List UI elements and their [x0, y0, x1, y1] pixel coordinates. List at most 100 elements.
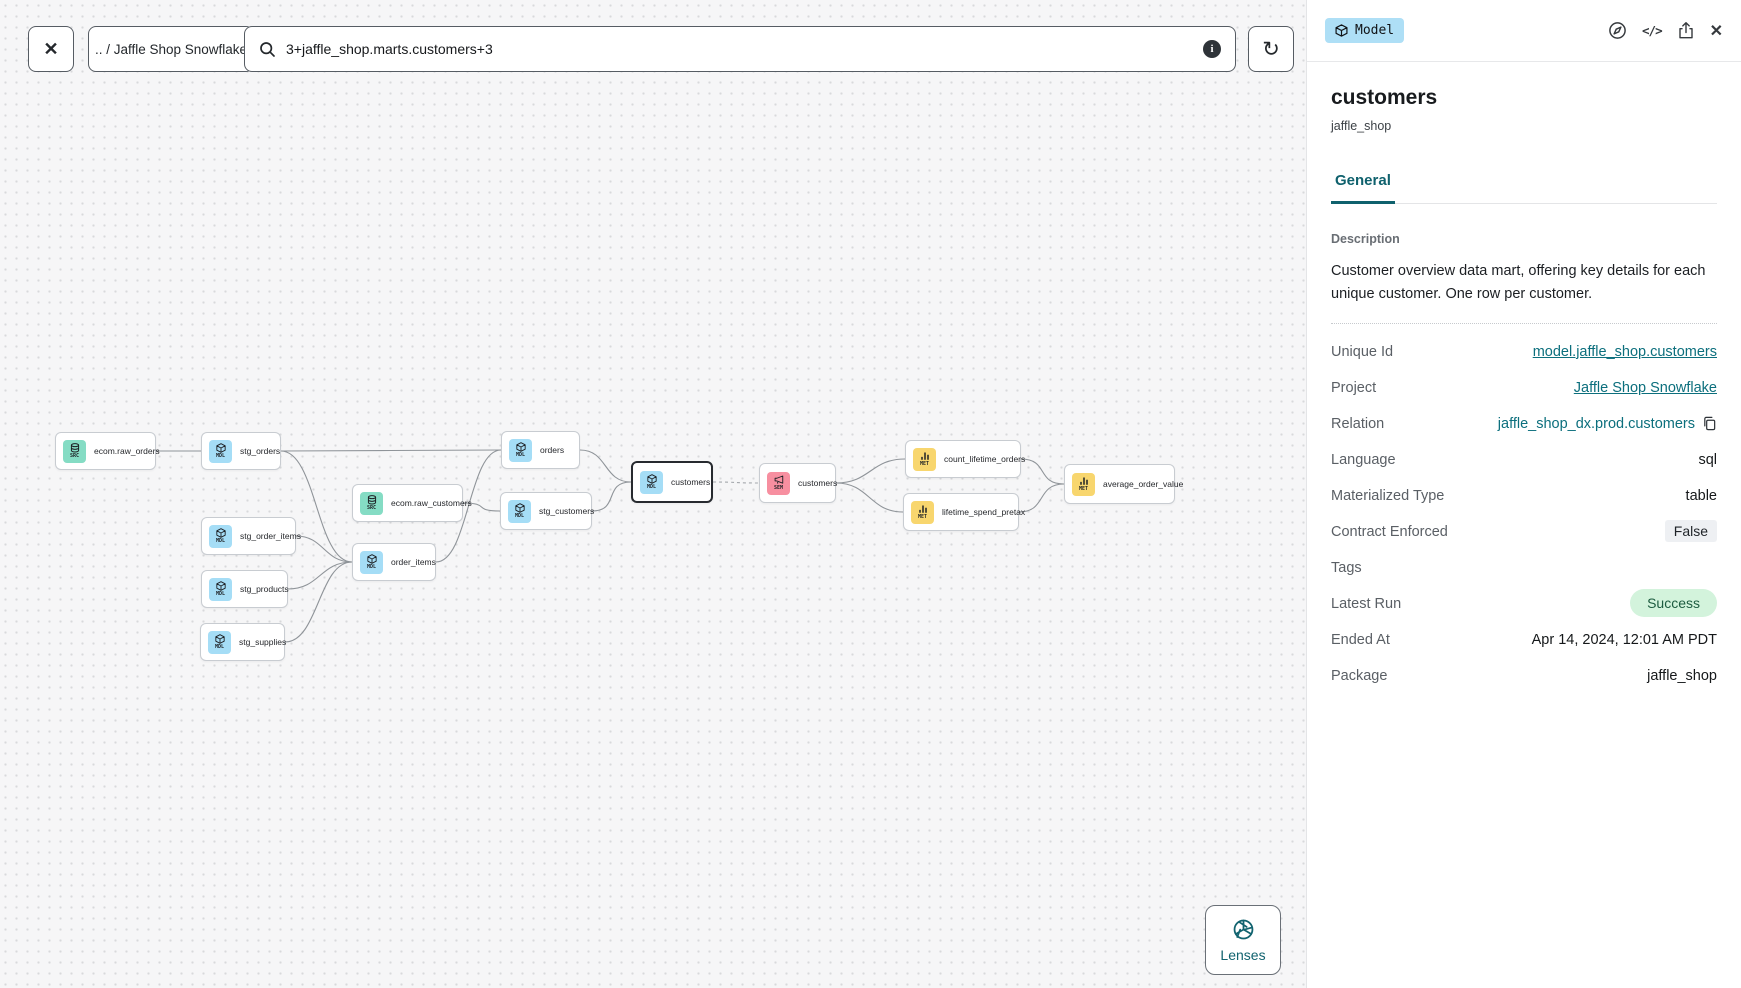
graph-node-customers-selected[interactable]: MDL customers: [631, 461, 713, 503]
graph-node-orders[interactable]: MDL orders: [501, 431, 580, 469]
panel-actions: </> ✕: [1608, 21, 1723, 41]
lineage-toolbar: ✕ .. / Jaffle Shop Snowflake i ↻: [0, 0, 1306, 100]
status-badge: Success: [1630, 589, 1717, 618]
refresh-icon: ↻: [1262, 37, 1280, 61]
graph-node-label: count_lifetime_orders: [944, 454, 1026, 464]
lenses-button[interactable]: Lenses: [1205, 905, 1281, 975]
graph-node-stg_order_items[interactable]: MDL stg_order_items: [201, 517, 301, 555]
description-label: Description: [1331, 232, 1400, 246]
bar-chart-icon: [1079, 476, 1089, 486]
graph-node-count_lifetime_orders[interactable]: MET count_lifetime_orders: [905, 440, 1025, 478]
panel-tabs: General: [1331, 171, 1717, 204]
project-link[interactable]: Jaffle Shop Snowflake: [1573, 379, 1717, 396]
graph-node-label: lifetime_spend_pretax: [942, 507, 1026, 517]
breadcrumb[interactable]: .. / Jaffle Shop Snowflake: [88, 26, 254, 72]
bar-chart-badge: MET: [1072, 472, 1095, 496]
graph-node-ecom_raw_customers[interactable]: SRC ecom.raw_customers: [352, 484, 472, 522]
graph-node-label: ecom.raw_orders: [94, 446, 160, 456]
detail-row-contract-enforced: Contract Enforced False: [1331, 514, 1717, 550]
graph-node-label: stg_orders: [240, 446, 281, 456]
cube-badge: MDL: [360, 550, 383, 574]
explore-compass-icon[interactable]: [1608, 21, 1627, 41]
graph-node-label: ecom.raw_customers: [391, 498, 472, 508]
cube-badge: MDL: [508, 499, 531, 523]
close-lineage-button[interactable]: ✕: [28, 26, 74, 72]
graph-node-label: order_items: [391, 557, 436, 567]
cube-icon: [515, 442, 526, 452]
detail-row-materialized-type: Materialized Type table: [1331, 487, 1717, 504]
database-badge: SRC: [360, 491, 383, 515]
refresh-button[interactable]: ↻: [1248, 26, 1294, 72]
graph-node-label: stg_products: [240, 584, 289, 594]
megaphone-badge: SEM: [767, 471, 790, 495]
lenses-label: Lenses: [1220, 947, 1266, 963]
edge-stg_supplies-to-order_items: [284, 561, 353, 643]
contract-badge: False: [1664, 520, 1717, 543]
graph-node-label: orders: [540, 445, 565, 455]
bar-chart-badge: MET: [911, 500, 934, 524]
edge-customers_sem-to-lifetime_spend_pretax: [835, 482, 904, 513]
database-icon: [70, 443, 80, 453]
lineage-edges: [155, 449, 1065, 643]
cube-badge: MDL: [209, 439, 232, 463]
cube-icon: [215, 528, 226, 538]
copy-icon[interactable]: [1702, 416, 1717, 431]
bar-chart-icon: [918, 504, 928, 514]
cube-badge: MDL: [209, 524, 232, 548]
panel-close-icon[interactable]: ✕: [1709, 22, 1723, 40]
graph-node-label: stg_customers: [539, 506, 595, 516]
unique-id-link[interactable]: model.jaffle_shop.customers: [1532, 343, 1717, 360]
code-icon[interactable]: </>: [1642, 23, 1663, 38]
node-package-subtitle: jaffle_shop: [1331, 119, 1392, 133]
megaphone-icon: [774, 475, 784, 485]
tab-general[interactable]: General: [1331, 172, 1395, 204]
lenses-aperture-icon: [1233, 919, 1253, 940]
panel-header: Model </> ✕: [1307, 0, 1741, 62]
bar-chart-icon: [920, 451, 930, 461]
edge-customers-to-customers_sem: [712, 481, 760, 484]
detail-row-unique-id: Unique Id model.jaffle_shop.customers: [1331, 343, 1717, 360]
graph-node-stg_products[interactable]: MDL stg_products: [201, 570, 289, 608]
graph-node-order_items[interactable]: MDL order_items: [352, 543, 436, 581]
close-icon: ✕: [43, 38, 59, 59]
cube-badge: MDL: [209, 577, 232, 601]
graph-node-label: average_order_value: [1103, 479, 1184, 489]
cube-icon: [366, 554, 377, 564]
cube-icon: [646, 474, 657, 484]
details-panel: Model </> ✕ customers jaffle_shop: [1306, 0, 1741, 988]
graph-node-average_order_value[interactable]: MET average_order_value: [1064, 464, 1183, 504]
edge-count_lifetime_orders-to-average_order_value: [1020, 458, 1065, 485]
edge-stg_orders-to-orders: [280, 449, 502, 452]
graph-node-stg_supplies[interactable]: MDL stg_supplies: [200, 623, 286, 661]
model-cube-icon: [1335, 24, 1348, 37]
cube-icon: [514, 503, 525, 513]
detail-rows: Unique Id model.jaffle_shop.customers Pr…: [1331, 334, 1717, 694]
detail-row-relation: Relation jaffle_shop_dx.prod.customers: [1331, 406, 1717, 442]
detail-row-language: Language sql: [1331, 451, 1717, 468]
graph-node-ecom_raw_orders[interactable]: SRC ecom.raw_orders: [55, 432, 160, 470]
database-icon: [367, 495, 377, 505]
detail-row-latest-run: Latest Run Success: [1331, 586, 1717, 622]
panel-body: customers jaffle_shop General Descriptio…: [1307, 86, 1741, 694]
graph-node-label: customers: [671, 477, 711, 487]
edge-lifetime_spend_pretax-to-average_order_value: [1018, 483, 1065, 513]
cube-icon: [214, 634, 225, 644]
detail-row-tags: Tags: [1331, 559, 1362, 576]
graph-node-label: customers: [798, 478, 838, 488]
search-input[interactable]: [286, 41, 1203, 57]
share-icon[interactable]: [1677, 21, 1695, 41]
cube-badge: MDL: [640, 470, 663, 494]
lineage-canvas[interactable]: SRC ecom.raw_orders MDL stg_orders MDL s…: [0, 0, 1306, 988]
graph-node-stg_customers[interactable]: MDL stg_customers: [500, 492, 595, 530]
graph-node-customers_sem[interactable]: SEM customers: [759, 463, 838, 503]
info-icon[interactable]: i: [1203, 40, 1221, 58]
edge-order_items-to-orders: [435, 449, 502, 563]
edge-stg_products-to-order_items: [287, 561, 353, 590]
edge-stg_orders-to-order_items: [280, 450, 353, 563]
description-text: Customer overview data mart, offering ke…: [1331, 263, 1706, 303]
graph-node-stg_orders[interactable]: MDL stg_orders: [201, 432, 281, 470]
edge-customers_sem-to-count_lifetime_orders: [835, 458, 906, 484]
node-title: customers: [1331, 86, 1438, 109]
edge-orders-to-customers: [579, 449, 632, 483]
graph-node-lifetime_spend_pretax[interactable]: MET lifetime_spend_pretax: [903, 493, 1025, 531]
